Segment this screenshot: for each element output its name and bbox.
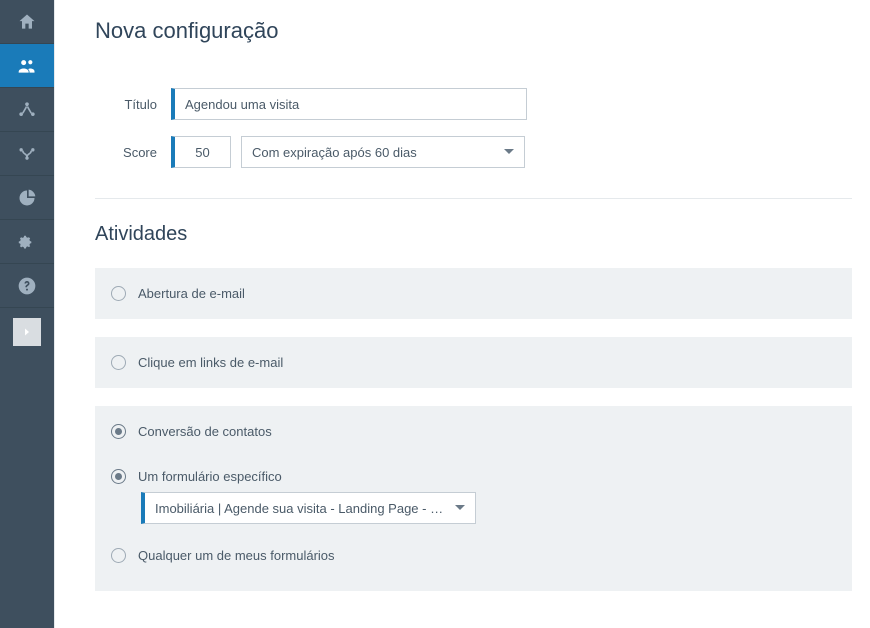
activity-conversion[interactable]: Conversão de contatos Um formulário espe… <box>95 406 852 591</box>
question-icon <box>17 276 37 296</box>
activity-label: Conversão de contatos <box>138 424 272 439</box>
sidebar-expand-toggle[interactable] <box>13 318 41 346</box>
nav-flows[interactable] <box>0 88 54 132</box>
activity-label: Abertura de e-mail <box>138 286 245 301</box>
activities-title: Atividades <box>95 223 852 246</box>
activity-list: Abertura de e-mail Clique em links de e-… <box>95 268 852 591</box>
main-content: Nova configuração Título Score Com expir… <box>54 0 870 628</box>
radio-any-form[interactable] <box>111 548 126 563</box>
home-icon <box>17 12 37 32</box>
title-input[interactable] <box>171 88 527 120</box>
sub-specific-form[interactable]: Um formulário específico <box>111 469 836 484</box>
conversion-sub-options: Um formulário específico Imobiliária | A… <box>111 469 836 563</box>
nav-help[interactable] <box>0 264 54 308</box>
form-select-value: Imobiliária | Agende sua visita - Landin… <box>155 501 445 516</box>
nav-auto[interactable] <box>0 132 54 176</box>
radio-conversion[interactable] <box>111 424 126 439</box>
chevron-down-icon[interactable] <box>455 505 465 515</box>
row-title: Título <box>95 88 852 120</box>
radio-email-open[interactable] <box>111 286 126 301</box>
share-icon <box>17 100 37 120</box>
divider <box>95 198 852 199</box>
radio-specific-form[interactable] <box>111 469 126 484</box>
branch-icon <box>17 144 37 164</box>
chevron-down-icon <box>504 149 514 159</box>
users-icon <box>17 56 37 76</box>
radio-email-click[interactable] <box>111 355 126 370</box>
sub-label: Qualquer um de meus formulários <box>138 548 335 563</box>
sub-any-form[interactable]: Qualquer um de meus formulários <box>111 548 836 563</box>
row-score: Score Com expiração após 60 dias <box>95 136 852 168</box>
score-input[interactable] <box>171 136 231 168</box>
page-title: Nova configuração <box>95 18 852 44</box>
title-label: Título <box>95 97 157 112</box>
sidebar <box>0 0 54 628</box>
expiry-select-value: Com expiração após 60 dias <box>252 145 417 160</box>
activity-email-click[interactable]: Clique em links de e-mail <box>95 337 852 388</box>
score-label: Score <box>95 145 157 160</box>
gears-icon <box>17 232 37 252</box>
expiry-select[interactable]: Com expiração após 60 dias <box>241 136 525 168</box>
nav-home[interactable] <box>0 0 54 44</box>
activity-email-open[interactable]: Abertura de e-mail <box>95 268 852 319</box>
nav-settings[interactable] <box>0 220 54 264</box>
pie-icon <box>17 188 37 208</box>
nav-contacts[interactable] <box>0 44 54 88</box>
activity-label: Clique em links de e-mail <box>138 355 283 370</box>
chevron-right-icon <box>21 326 33 338</box>
form-select[interactable]: Imobiliária | Agende sua visita - Landin… <box>141 492 476 524</box>
sub-label: Um formulário específico <box>138 469 282 484</box>
nav-reports[interactable] <box>0 176 54 220</box>
